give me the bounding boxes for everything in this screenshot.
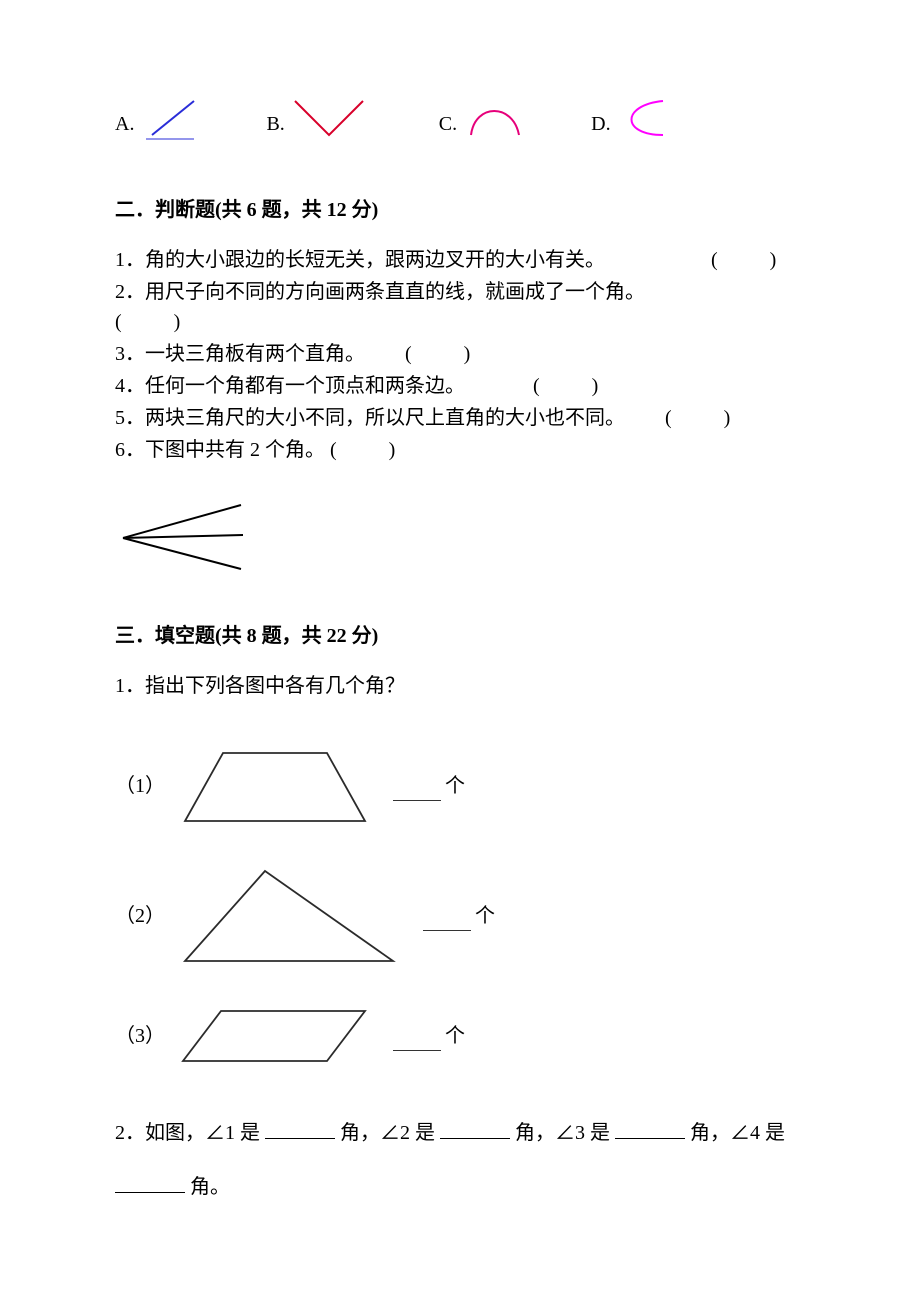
fill-q2-prefix: 2．如图，∠1 是 [115, 1122, 260, 1144]
tf-item-2-text: 2．用尺子向不同的方向画两条直直的线，就画成了一个角。 [115, 281, 645, 303]
tf-angle-figure [115, 495, 805, 581]
fill-q2-line2-suffix: 角。 [190, 1176, 230, 1198]
section-fill-header: 三．填空题(共 8 题，共 22 分) [115, 621, 805, 651]
fill-fig-3-shape [175, 1001, 375, 1071]
option-d-label: D. [591, 109, 610, 145]
tf-item-5-text: 5．两块三角尺的大小不同，所以尺上直角的大小也不同。 [115, 407, 625, 429]
fill-fig-3: （3） 个 [115, 1001, 805, 1071]
fill-fig-1-suffix: 个 [445, 771, 465, 801]
tf-item-3-text: 3．一块三角板有两个直角。 [115, 343, 365, 365]
option-c: C. [439, 95, 531, 145]
fill-fig-2-answer: 个 [423, 901, 495, 931]
fill-q2-blank-1 [265, 1120, 335, 1139]
tf-item-2-paren: ( ) [115, 311, 184, 333]
tf-item-4-text: 4．任何一个角都有一个顶点和两条边。 [115, 375, 465, 397]
tf-item-6-text: 6．下图中共有 2 个角。 [115, 439, 325, 461]
option-b-shape [289, 95, 369, 145]
tf-item-5: 5．两块三角尺的大小不同，所以尺上直角的大小也不同。 ( ) [115, 403, 805, 433]
tf-list: 1．角的大小跟边的长短无关，跟两边叉开的大小有关。 ( ) 2．用尺子向不同的方… [115, 245, 805, 465]
fill-fig-2-suffix: 个 [475, 901, 495, 931]
option-b-label: B. [266, 109, 284, 145]
fill-fig-3-suffix: 个 [445, 1021, 465, 1051]
fill-q2-blank-3 [615, 1120, 685, 1139]
fill-q2-blank-4 [115, 1174, 185, 1193]
fill-q2-line2: 角。 [115, 1165, 805, 1209]
options-row: A. B. C. D. [115, 95, 805, 145]
option-c-shape [461, 95, 531, 145]
fill-fig-1-shape [175, 741, 375, 831]
fill-fig-2-blank [423, 914, 471, 931]
fill-fig-1-idx: （1） [115, 771, 175, 801]
tf-item-1-text: 1．角的大小跟边的长短无关，跟两边叉开的大小有关。 [115, 249, 605, 271]
tf-item-4-paren: ( ) [533, 375, 602, 397]
fill-q1-text: 1．指出下列各图中各有几个角？ [115, 671, 805, 701]
tf-item-2: 2．用尺子向不同的方向画两条直直的线，就画成了一个角。 ( ) [115, 277, 805, 337]
fill-q2-mid3: 角，∠4 是 [690, 1122, 785, 1144]
tf-item-5-paren: ( ) [665, 407, 734, 429]
tf-item-4: 4．任何一个角都有一个顶点和两条边。 ( ) [115, 371, 805, 401]
option-d-shape [615, 95, 675, 145]
tf-item-6-paren: ( ) [330, 439, 399, 461]
fill-fig-3-answer: 个 [393, 1021, 465, 1051]
fill-fig-1: （1） 个 [115, 741, 805, 831]
fill-q2-blank-2 [440, 1120, 510, 1139]
option-a: A. [115, 95, 208, 145]
fill-q2-mid2: 角，∠3 是 [515, 1122, 610, 1144]
tf-item-3-paren: ( ) [405, 343, 474, 365]
fill-fig-2: （2） 个 [115, 861, 805, 971]
option-a-label: A. [115, 109, 134, 145]
tf-item-3: 3．一块三角板有两个直角。 ( ) [115, 339, 805, 369]
fill-fig-2-shape [175, 861, 405, 971]
fill-q2: 2．如图，∠1 是 角，∠2 是 角，∠3 是 角，∠4 是 [115, 1111, 805, 1155]
fill-fig-3-idx: （3） [115, 1021, 175, 1051]
tf-item-1-paren: ( ) [711, 249, 780, 271]
fill-fig-2-idx: （2） [115, 901, 175, 931]
fill-fig-3-blank [393, 1034, 441, 1051]
option-c-label: C. [439, 109, 457, 145]
tf-item-1: 1．角的大小跟边的长短无关，跟两边叉开的大小有关。 ( ) [115, 245, 805, 275]
option-a-shape [138, 95, 208, 145]
tf-item-6: 6．下图中共有 2 个角。 ( ) [115, 435, 805, 465]
option-d: D. [591, 95, 674, 145]
fill-fig-1-answer: 个 [393, 771, 465, 801]
fill-fig-1-blank [393, 784, 441, 801]
section-tf-header: 二．判断题(共 6 题，共 12 分) [115, 195, 805, 225]
option-b: B. [266, 95, 368, 145]
fill-q2-mid1: 角，∠2 是 [340, 1122, 435, 1144]
